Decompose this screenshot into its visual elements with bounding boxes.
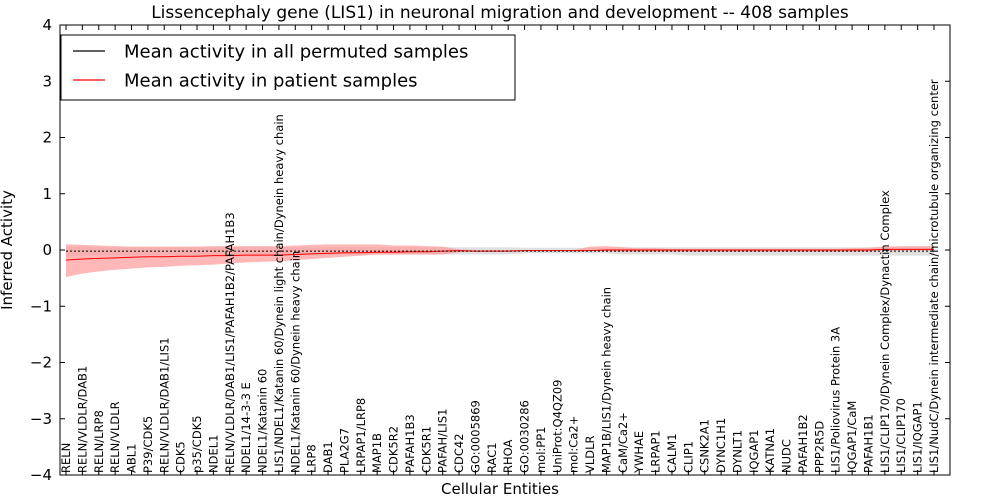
x-tick-label: RELN <box>59 443 73 473</box>
x-tick-label: PAFAH/LIS1 <box>436 409 450 473</box>
y-axis-ticks: −4 −3 −2 −1 0 1 2 3 4 <box>30 16 950 484</box>
x-axis-ticks: RELN RELN/VLDLR/DAB1 RELN/LRP8 RELN/VLDLR AB… <box>59 25 941 475</box>
y-tick-label: 4 <box>42 16 52 34</box>
x-tick-label: RELN/VLDLR <box>108 401 122 473</box>
x-tick-label: CDK5R2 <box>387 426 401 473</box>
x-tick-label: IQGAP1/CaM <box>845 401 859 473</box>
series-lines <box>65 248 934 261</box>
y-tick-label: −2 <box>30 354 52 372</box>
x-tick-label: RAC1 <box>485 442 499 473</box>
x-tick-label: LRPAP1/LRP8 <box>354 398 368 473</box>
x-tick-label: CDK5R1 <box>419 426 433 473</box>
x-tick-label: ABL1 <box>125 444 139 473</box>
x-tick-label: RELN/VLDLR/DAB1/LIS1 <box>157 337 171 473</box>
x-tick-label: LIS1/Poliovirus Protein 3A <box>829 327 843 473</box>
band-series-1 <box>66 244 934 277</box>
x-tick-label: GO:0030286 <box>518 400 532 473</box>
x-tick-label: RELN/VLDLR/DAB1 <box>75 366 89 473</box>
x-tick-label: VLDLR <box>583 435 597 473</box>
chart-title: Lissencephaly gene (LIS1) in neuronal mi… <box>151 3 849 23</box>
x-tick-label: PAFAH1B3 <box>403 414 417 473</box>
x-tick-label: KATNA1 <box>763 428 777 473</box>
legend-label-permuted: Mean activity in all permuted samples <box>124 42 468 63</box>
x-tick-label: LRP8 <box>305 444 319 473</box>
x-tick-label: CDK5 <box>174 441 188 473</box>
x-tick-label: LIS1/NDEL1/Katanin 60/Dynein light chain… <box>272 114 286 473</box>
x-tick-label: NDEL1/Katanin 60/Dynein heavy chain <box>288 251 302 473</box>
x-tick-label: DYNLT1 <box>731 430 745 473</box>
legend-label-patient: Mean activity in patient samples <box>124 71 418 92</box>
x-tick-label: NUDC <box>780 439 794 473</box>
x-tick-label: GO:0005869 <box>468 400 482 473</box>
x-tick-label: PAFAH1B1 <box>862 414 876 473</box>
y-tick-label: −1 <box>30 297 52 315</box>
confidence-bands <box>66 244 934 277</box>
x-tick-label: NDEL1/14-3-3 E <box>239 382 253 473</box>
x-tick-label: CDC42 <box>452 433 466 473</box>
x-tick-label: NDEL1/Katanin 60 <box>256 369 270 473</box>
x-tick-label: P39/CDK5 <box>141 416 155 473</box>
x-tick-label: LIS1/NudC/Dynein intermediate chain/micr… <box>927 79 941 473</box>
x-tick-label: p35/CDK5 <box>190 415 204 473</box>
x-tick-label: IQGAP1 <box>747 430 761 473</box>
x-tick-label: DAB1 <box>321 441 335 473</box>
plot-frame <box>59 24 951 476</box>
x-tick-label: LIS1/CLIP170 <box>894 398 908 473</box>
x-tick-label: NDEL1 <box>206 435 220 473</box>
x-tick-label: RELN/LRP8 <box>92 410 106 473</box>
x-tick-label: UniProt:Q4QZ09 <box>550 380 564 473</box>
x-tick-label: PAFAH1B2 <box>796 414 810 473</box>
x-tick-label: LIS1/IQGAP1 <box>911 401 925 473</box>
x-tick-label: CALM1 <box>665 433 679 473</box>
x-tick-label: LRPAP1 <box>649 430 663 473</box>
y-tick-label: 3 <box>42 72 52 90</box>
x-tick-label: LIS1/CLIP170/Dynein Complex/Dynactin Com… <box>878 190 892 473</box>
y-axis-label: Inferred Activity <box>0 190 16 310</box>
y-tick-label: 0 <box>42 241 52 259</box>
y-tick-label: 2 <box>42 129 52 147</box>
x-tick-label: PLA2G7 <box>337 428 351 473</box>
x-tick-label: MAP1B/LIS1/Dynein heavy chain <box>600 287 614 473</box>
y-tick-label: 1 <box>42 185 52 203</box>
x-tick-label: RHOA <box>501 440 515 473</box>
x-axis-label: Cellular Entities <box>441 480 559 498</box>
x-tick-label: CSNK2A1 <box>698 419 712 473</box>
x-tick-label: YWHAE <box>632 431 646 474</box>
x-tick-label: RELN/VLDLR/DAB1/LIS1/PAFAH1B2/PAFAH1B3 <box>223 212 237 473</box>
x-tick-label: CLIP1 <box>681 441 695 473</box>
x-tick-label: mol:Ca2+ <box>567 416 581 473</box>
x-tick-label: mol:PP1 <box>534 427 548 474</box>
y-tick-label: −4 <box>30 466 52 484</box>
y-tick-label: −3 <box>30 410 52 428</box>
legend: Mean activity in all permuted samples Me… <box>60 34 516 101</box>
x-tick-label: MAP1B <box>370 433 384 473</box>
legend-box <box>60 34 516 101</box>
x-tick-label: CaM/Ca2+ <box>616 412 630 473</box>
x-tick-label: PPP2R5D <box>812 421 826 473</box>
x-tick-label: DYNC1H1 <box>714 418 728 473</box>
